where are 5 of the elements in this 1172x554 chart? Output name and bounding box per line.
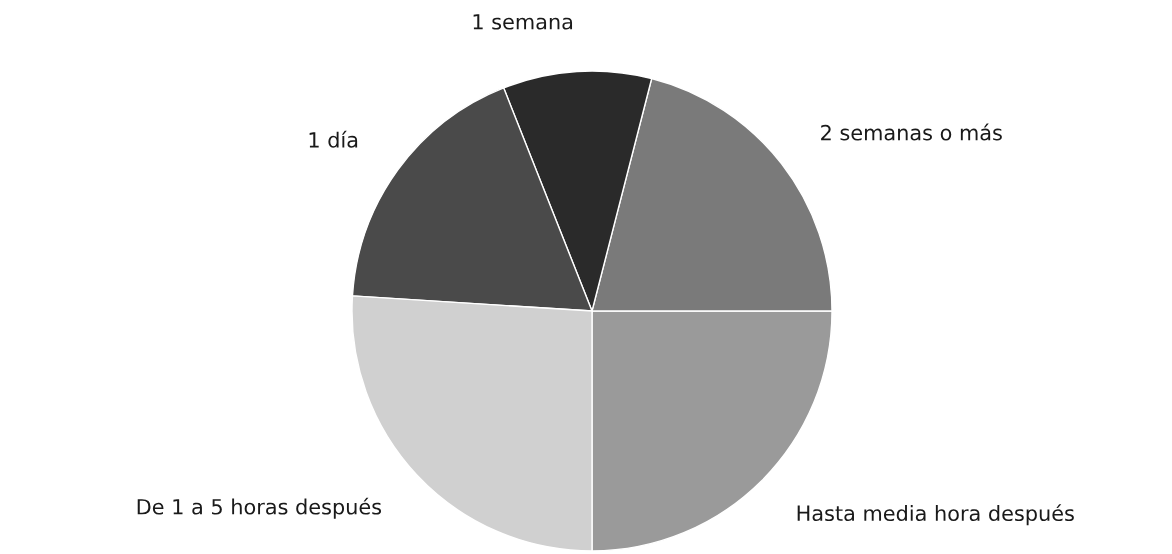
slice-label: 2 semanas o más (821, 123, 1002, 141)
slice-label: De 1 a 5 horas después (137, 497, 382, 519)
slice-label: Hasta media hora después (797, 504, 1074, 526)
slice-label: 1 día (309, 130, 358, 148)
slice-label: 1 semana (473, 14, 573, 30)
